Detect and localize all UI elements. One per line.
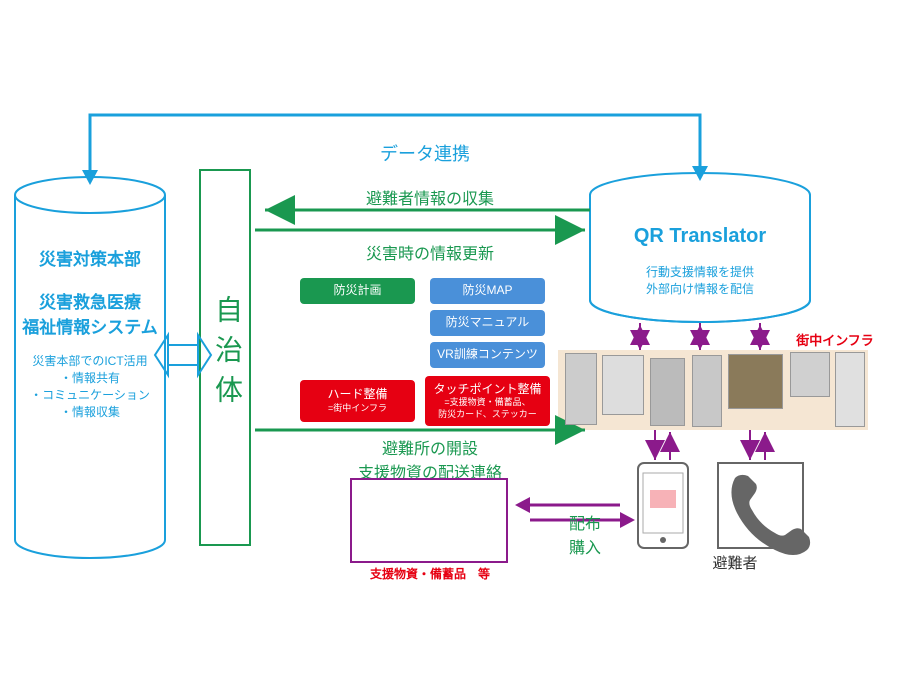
btn-plan: 防災計画 xyxy=(300,278,415,304)
ict-line1: ・情報共有 xyxy=(20,369,160,386)
ict-line0: 災害本部でのICT活用 xyxy=(20,352,160,369)
hq-title: 災害対策本部 xyxy=(20,245,160,270)
ict-line2: ・コミュニケーション xyxy=(20,386,160,403)
medical-title: 災害救急医療 福祉情報システム xyxy=(20,288,160,338)
photo-7 xyxy=(835,352,865,427)
shelter-label: 避難所の開設 支援物資の配送連絡 xyxy=(320,435,540,483)
btn-touch-sub: =支援物資・備蓄品、 防災カード、ステッカー xyxy=(438,397,537,420)
btn-touch-title: タッチポイント整備 xyxy=(433,382,541,398)
evacuee-label: 避難者 xyxy=(700,552,770,573)
municipality-label: 自治体 xyxy=(207,295,247,415)
qr-line2: 外部向け情報を配信 xyxy=(610,280,790,297)
photo-6 xyxy=(790,352,830,397)
ict-line3: ・情報収集 xyxy=(20,403,160,420)
infra-label: 街中インフラ xyxy=(790,330,880,349)
btn-hard-sub: =街中インフラ xyxy=(328,403,387,415)
btn-map: 防災MAP xyxy=(430,278,545,304)
qr-title: QR Translator xyxy=(610,225,790,248)
collect-label: 避難者情報の収集 xyxy=(330,185,530,209)
photo-4 xyxy=(692,355,722,427)
supply-label: 支援物資・備蓄品 等 xyxy=(345,565,515,582)
btn-hard-title: ハード整備 xyxy=(327,387,387,403)
top-data-link-label: データ連携 xyxy=(300,140,550,166)
btn-touch: タッチポイント整備 =支援物資・備蓄品、 防災カード、ステッカー xyxy=(425,376,550,426)
distribute-label: 配布 購入 xyxy=(555,510,615,558)
btn-manual: 防災マニュアル xyxy=(430,310,545,336)
left-cylinder-content: 災害対策本部 災害救急医療 福祉情報システム 災害本部でのICT活用 ・情報共有… xyxy=(20,245,160,420)
qr-line1: 行動支援情報を提供 xyxy=(610,263,790,280)
supply-box xyxy=(350,478,508,563)
photo-1 xyxy=(565,353,597,425)
btn-vr: VR訓練コンテンツ xyxy=(430,342,545,368)
btn-hard: ハード整備 =街中インフラ xyxy=(300,380,415,422)
photo-2 xyxy=(602,355,644,415)
update-label: 災害時の情報更新 xyxy=(330,240,530,264)
photo-5 xyxy=(728,354,783,409)
photo-3 xyxy=(650,358,685,426)
